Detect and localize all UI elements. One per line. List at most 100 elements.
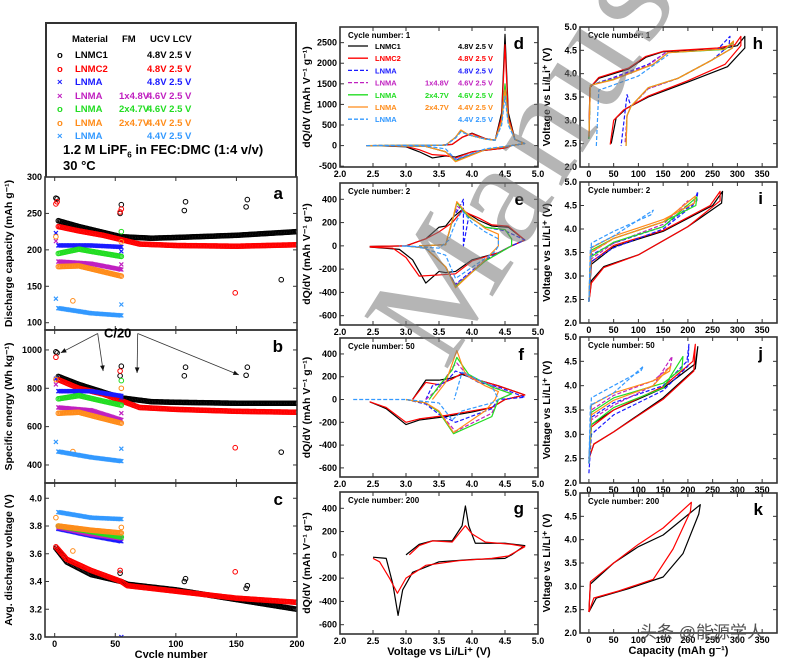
plot-area bbox=[53, 195, 297, 318]
legend-header-cv: UCV LCV bbox=[150, 34, 192, 45]
y-tick-label: 3.0 bbox=[29, 632, 42, 642]
data-point bbox=[118, 273, 125, 279]
y-tick-label: 200 bbox=[322, 372, 337, 382]
x-tick-label: 3.5 bbox=[433, 636, 446, 646]
data-point-x bbox=[118, 313, 124, 318]
series-line bbox=[588, 35, 742, 145]
legend-material: LNMA bbox=[375, 79, 397, 88]
y-tick-label: 3.2 bbox=[29, 604, 42, 614]
x-tick-label: 150 bbox=[656, 485, 671, 495]
legend-fm: 2x4.7V bbox=[425, 91, 449, 100]
data-point bbox=[181, 578, 188, 585]
legend-material: LNMA bbox=[75, 117, 103, 129]
legend-material: LNMC1 bbox=[375, 42, 401, 51]
y-tick-label: 4.5 bbox=[564, 356, 577, 366]
plot-area bbox=[369, 198, 526, 289]
plot-area bbox=[588, 343, 699, 474]
y-tick-label: 2.5 bbox=[564, 454, 577, 464]
series-lnma-2x4-7v-4-4v bbox=[53, 514, 125, 554]
data-point bbox=[232, 290, 239, 296]
data-point-x bbox=[53, 238, 59, 244]
plot-frame bbox=[44, 176, 298, 331]
series-lnma-2x4-7v-4-6v bbox=[55, 377, 125, 408]
data-point-x bbox=[118, 248, 124, 254]
y-axis-label: dQ/dV (mAh V⁻¹ g⁻¹) bbox=[301, 46, 313, 148]
series-lnma-2x4-7v-4-6v bbox=[588, 355, 684, 464]
y-tick-label: 400 bbox=[27, 460, 42, 470]
legend-cv: 4.6V 2.5 V bbox=[458, 91, 493, 100]
data-point-x bbox=[118, 634, 124, 637]
y-tick-label: 4.5 bbox=[564, 201, 577, 211]
series-line bbox=[588, 355, 684, 464]
legend-marker-icon: × bbox=[57, 77, 63, 88]
series-line bbox=[588, 365, 672, 464]
legend-header-material: Material bbox=[72, 34, 108, 45]
series-lnma-2x4-7v-4-6v bbox=[405, 356, 513, 435]
plot-area bbox=[353, 349, 526, 435]
series-lnma-4-4v bbox=[595, 54, 669, 147]
plot-frame bbox=[339, 337, 539, 478]
series-lnmc1 bbox=[588, 504, 701, 613]
x-tick-label: 350 bbox=[755, 485, 770, 495]
y-tick-label: 0 bbox=[332, 241, 337, 251]
legend-material: LNMA bbox=[75, 90, 103, 102]
legend-entry: × LNMA 4.8V 2.5 V bbox=[47, 77, 297, 89]
electrolyte-text: 1.2 M LiPF bbox=[63, 142, 128, 157]
series-lnmc1 bbox=[588, 190, 724, 302]
y-tick-label: 5.0 bbox=[564, 22, 577, 32]
y-tick-label: -200 bbox=[319, 417, 337, 427]
y-tick-label: 2.0 bbox=[564, 478, 577, 488]
series-line bbox=[588, 196, 698, 302]
panel-letter: b bbox=[273, 337, 283, 356]
y-axis-label: dQ/dV (mAh V⁻¹ g⁻¹) bbox=[301, 203, 313, 305]
series-lnma-2x4-7v-4-4v bbox=[53, 233, 125, 304]
y-tick-label: 400 bbox=[322, 349, 337, 359]
x-tick-label: 200 bbox=[680, 325, 695, 335]
x-tick-label: 0 bbox=[586, 485, 591, 495]
x-tick-label: 4.0 bbox=[466, 636, 479, 646]
y-tick-label: 250 bbox=[27, 208, 42, 218]
y-tick-label: 3.0 bbox=[564, 581, 577, 591]
x-tick-label: 3.5 bbox=[433, 169, 446, 179]
series-lnma-2x4-7v-4-4v bbox=[53, 376, 125, 455]
y-tick-label: 2.0 bbox=[564, 162, 577, 172]
series-lnma-4-8v bbox=[55, 526, 124, 637]
legend-entry: o LNMA 2x4.7V 4.6V 2.5 V bbox=[47, 104, 297, 116]
x-tick-label: 100 bbox=[631, 169, 646, 179]
data-point bbox=[118, 385, 125, 392]
legend-cv: 4.4V 2.5 V bbox=[147, 117, 192, 129]
data-point-x bbox=[117, 458, 123, 464]
arrow-head-icon bbox=[134, 367, 140, 373]
series-lnma-2x4-7v-4-6v bbox=[55, 228, 125, 260]
legend-entry: o LNMC1 4.8V 2.5 V bbox=[47, 50, 297, 62]
series-line bbox=[588, 343, 690, 474]
y-tick-label: -400 bbox=[319, 440, 337, 450]
data-point bbox=[117, 209, 123, 215]
panel-g: -600 -400 -200 0 200 400 2.0 2.5 3.0 3.5 4.0 4.5 5.0… bbox=[301, 491, 544, 658]
legend-cv: 4.8V 2.5 V bbox=[147, 77, 192, 88]
x-tick-label: 4.0 bbox=[466, 169, 479, 179]
data-point bbox=[294, 409, 297, 416]
x-tick-label: 2.0 bbox=[334, 636, 347, 646]
data-point bbox=[118, 363, 125, 370]
series-lnmc1 bbox=[53, 349, 297, 455]
source-watermark: 头条 @能源学人 bbox=[640, 623, 764, 642]
data-point bbox=[244, 196, 251, 203]
x-tick-label: 0 bbox=[52, 639, 57, 649]
series-lnma-2x4-7v-4-4v bbox=[405, 201, 499, 289]
panel-letter: k bbox=[754, 500, 764, 519]
plot-area bbox=[372, 505, 526, 616]
y-tick-label: 4.0 bbox=[564, 224, 577, 234]
x-tick-label: 300 bbox=[730, 325, 745, 335]
x-axis-label: Capacity (mAh g⁻¹) bbox=[629, 645, 729, 657]
legend-fm: 1x4.8V bbox=[119, 90, 150, 102]
y-tick-label: 2500 bbox=[317, 38, 337, 48]
x-tick-label: 5.0 bbox=[532, 327, 545, 337]
data-point-x bbox=[117, 266, 123, 272]
y-tick-label: 3.8 bbox=[29, 521, 42, 531]
x-tick-label: 0 bbox=[586, 325, 591, 335]
plot-frame bbox=[44, 482, 298, 638]
series-line bbox=[405, 370, 526, 423]
legend-material: LNMC2 bbox=[375, 54, 401, 63]
plot-area bbox=[53, 349, 297, 464]
